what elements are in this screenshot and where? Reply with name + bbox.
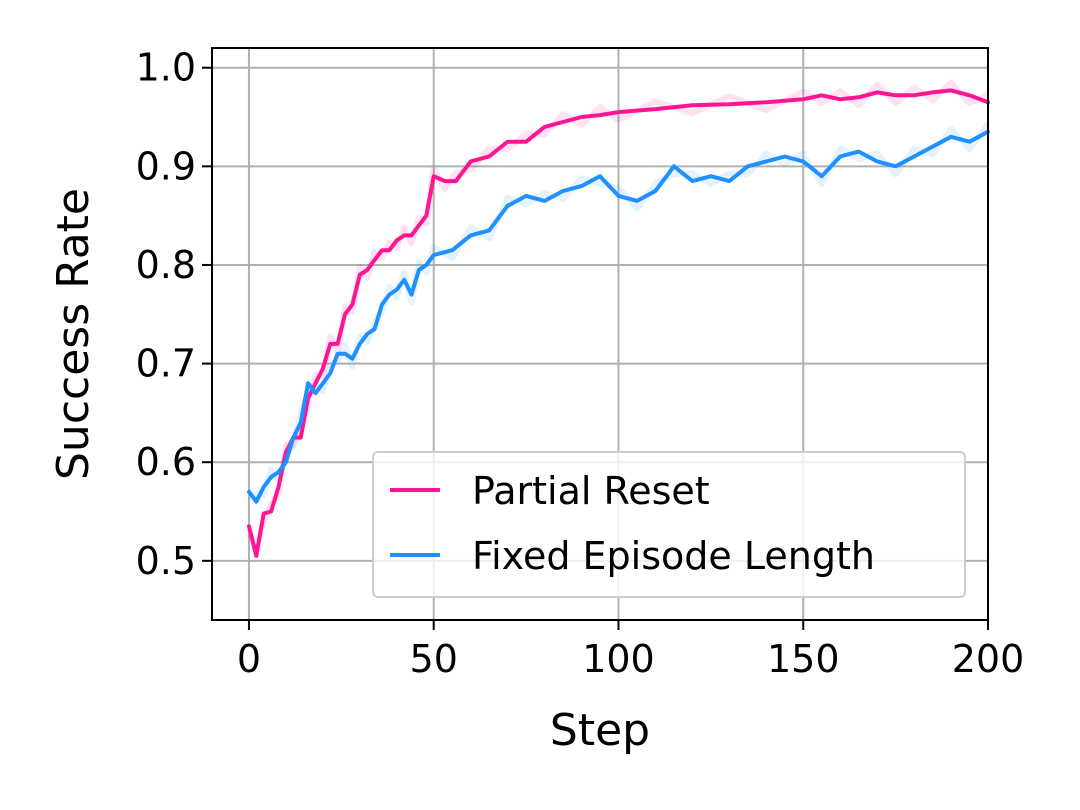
series-lines xyxy=(246,79,991,558)
x-tick-label: 200 xyxy=(952,637,1025,681)
legend-box xyxy=(372,451,966,598)
legend-label-partial-reset: Partial Reset xyxy=(472,469,710,513)
y-tick-label: 0.8 xyxy=(136,243,196,287)
legend: Partial Reset Fixed Episode Length xyxy=(372,451,966,598)
y-tick-label: 1.0 xyxy=(136,46,196,90)
plot-frame xyxy=(211,47,989,621)
x-tick-label: 50 xyxy=(410,637,458,681)
series-line-fixed-episode-length xyxy=(247,129,990,504)
y-tick-label: 0.9 xyxy=(136,144,196,188)
x-tick-label: 0 xyxy=(237,637,261,681)
y-tick-label: 0.5 xyxy=(136,539,196,583)
x-tick-label: 100 xyxy=(582,637,655,681)
x-axis-label: Step xyxy=(550,705,650,756)
legend-label-fixed-episode-length: Fixed Episode Length xyxy=(472,534,875,578)
axis-ticks: 0 50 100 150 200 0.5 0.6 0.7 0.8 0.9 1.0 xyxy=(136,46,1025,681)
x-tick-label: 150 xyxy=(767,637,840,681)
y-tick-label: 0.7 xyxy=(136,342,196,386)
y-axis-label: Success Rate xyxy=(48,188,99,480)
y-tick-label: 0.6 xyxy=(136,440,196,484)
